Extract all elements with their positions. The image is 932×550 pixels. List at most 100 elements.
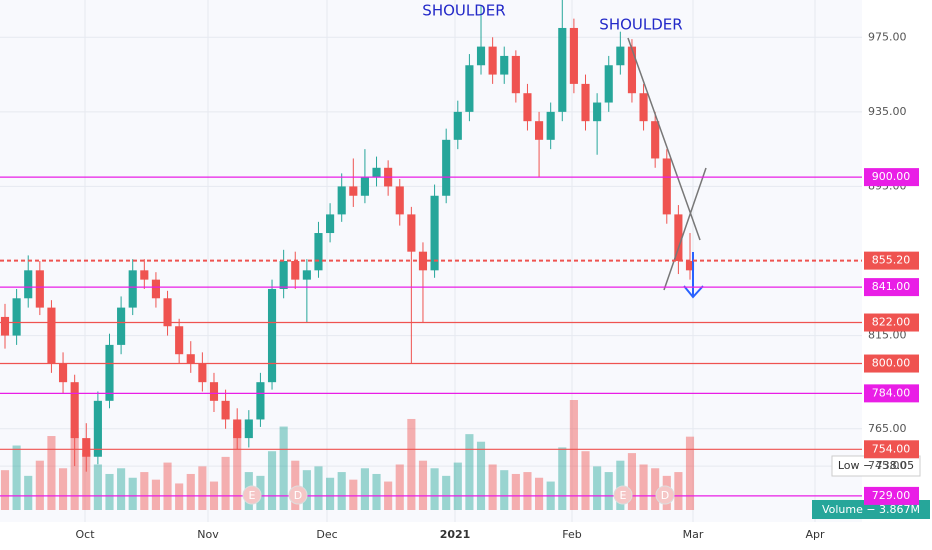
volume-bar <box>70 432 79 510</box>
x-tick-label: Dec <box>316 528 337 541</box>
candle-body <box>326 214 335 234</box>
candle-body <box>372 167 381 178</box>
event-marker <box>288 485 308 505</box>
y-tick-label: 765.00 <box>868 422 907 435</box>
volume-bar <box>24 475 33 510</box>
level-tag <box>864 440 919 459</box>
volume-bar <box>93 464 102 510</box>
candle-body <box>430 195 439 271</box>
event-label: D <box>661 489 669 502</box>
volume-bar <box>140 472 149 510</box>
x-tick-label: 2021 <box>440 528 471 541</box>
y-tick-label: 815.00 <box>868 329 907 342</box>
candle-body <box>82 438 91 457</box>
volume-bar <box>12 445 21 510</box>
candle-body <box>186 354 195 364</box>
down-arrow <box>683 252 704 299</box>
candle-body <box>35 270 44 308</box>
level-tag <box>864 486 919 505</box>
volume-bar <box>302 470 311 510</box>
candle-body <box>302 270 311 280</box>
candle-body <box>476 46 486 66</box>
volume-bar <box>535 477 544 510</box>
candle-body <box>105 344 114 401</box>
x-tick-label: Mar <box>683 528 704 541</box>
level-label: 800.00 <box>872 357 911 370</box>
volume-bar <box>616 460 625 510</box>
volume-bar <box>163 462 172 510</box>
candle-body <box>569 27 578 84</box>
candle-body <box>593 102 602 122</box>
volume-bar <box>267 451 277 510</box>
volume-bar <box>47 436 56 510</box>
level-label: 841.00 <box>872 280 911 293</box>
candle-body <box>581 83 590 122</box>
volume-bar <box>430 468 439 510</box>
candle-body <box>604 65 613 103</box>
volume-bar <box>221 456 230 510</box>
candle-body <box>523 93 532 122</box>
candle-body <box>546 111 555 140</box>
volume-bar <box>314 466 323 510</box>
level-tag <box>864 384 919 403</box>
candle-body <box>314 233 323 271</box>
y-tick-label: 975.00 <box>868 30 907 43</box>
candle-body <box>395 186 404 215</box>
level-tag <box>864 313 919 332</box>
volume-bar <box>558 447 567 510</box>
volume-bar <box>500 470 509 510</box>
candle-body <box>349 186 358 196</box>
volume-bar <box>279 426 288 510</box>
candle-body <box>198 363 207 383</box>
event-label: D <box>294 489 302 502</box>
level-tag <box>864 354 919 373</box>
level-tag <box>864 251 919 270</box>
candle-body <box>221 400 230 420</box>
volume-bar <box>465 434 474 510</box>
candle-body <box>407 214 416 252</box>
volume-bar <box>349 479 358 510</box>
candle-body <box>337 186 346 215</box>
level-label: 900.00 <box>872 170 911 183</box>
candle-body <box>12 298 21 336</box>
event-label: E <box>249 489 256 502</box>
level-label: 784.00 <box>872 386 911 399</box>
level-label: 729.00 <box>872 489 911 502</box>
candle-body <box>442 139 451 196</box>
candle-body <box>674 214 683 261</box>
event-marker <box>242 485 262 505</box>
volume-bar <box>511 473 520 510</box>
y-tick-label: 935.00 <box>868 105 907 118</box>
volume-bar <box>627 453 637 510</box>
volume-bar <box>593 466 602 510</box>
candle-body <box>627 46 637 94</box>
volume-bar <box>105 473 114 510</box>
volume-bar <box>186 473 195 510</box>
candle-body <box>453 111 462 140</box>
candle-body <box>685 261 695 271</box>
volume-bar <box>233 422 242 510</box>
level-tag <box>864 278 919 297</box>
volume-bar <box>128 477 137 510</box>
volume-bar <box>453 462 462 510</box>
event-marker <box>655 485 675 505</box>
candle-body <box>267 288 277 383</box>
candle-body <box>558 27 567 112</box>
candle-body <box>24 270 33 299</box>
annotation: SHOULDER <box>422 2 505 20</box>
volume-bar <box>82 453 91 510</box>
volume-bar <box>291 460 300 510</box>
y-tick-label: 745.00 <box>868 459 907 472</box>
candle-body <box>511 55 520 94</box>
volume-bar <box>117 468 126 510</box>
candle-body <box>279 261 288 289</box>
low-label: Low − 738.05 <box>838 459 914 472</box>
annotation: SHOULDER <box>599 16 682 34</box>
volume-bar <box>674 472 683 510</box>
volume-bar <box>198 466 207 510</box>
level-label: 754.00 <box>872 442 911 455</box>
candle-body <box>616 46 625 66</box>
candle-body <box>291 261 300 280</box>
trend-line <box>663 167 707 291</box>
